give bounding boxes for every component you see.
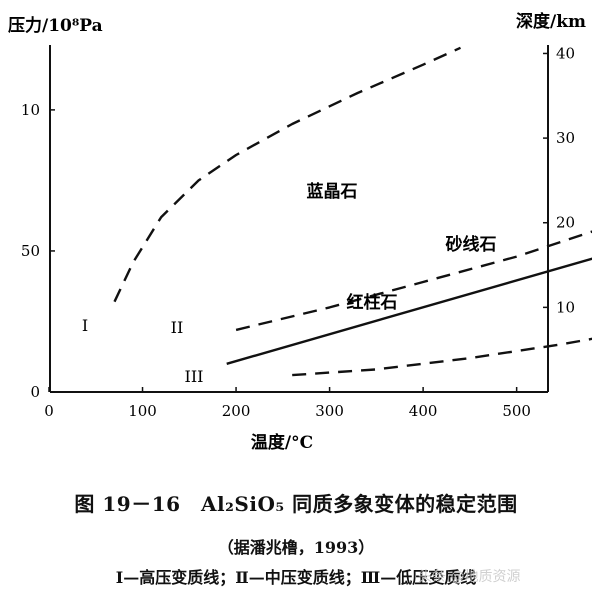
phase-diagram: 01002003004005006007008000501010203040 压…: [8, 11, 592, 453]
axes-frame: [48, 45, 549, 393]
x-tick-label: 200: [222, 402, 251, 420]
curve-label-1: I: [82, 316, 88, 335]
x-axis-label: 温度/°C: [251, 432, 313, 453]
x-tick-label: 300: [315, 402, 344, 420]
region-label-sillimanite: 砂线石: [446, 234, 497, 255]
curve-label-2: II: [171, 318, 184, 337]
y-left-tick-label: 10: [21, 101, 40, 119]
phase-boundary-3: [226, 257, 592, 365]
y-left-tick-label: 50: [21, 242, 40, 260]
curve-label-3: III: [185, 367, 204, 386]
y-left-tick-label: 0: [30, 383, 40, 401]
figure-caption: 图 19－16 Al₂SiO₅ 同质多象变体的稳定范围: [74, 492, 518, 516]
region-label-kyanite: 蓝晶石: [307, 182, 358, 202]
tick-labels: 01002003004005006007008000501010203040: [21, 44, 575, 420]
region-label-andalusite: 红柱石: [347, 292, 398, 313]
y-right-tick-label: 10: [556, 298, 575, 316]
y-left-label: 压力/10⁸Pa: [8, 15, 103, 36]
watermark: 头条 @地质资源: [418, 569, 521, 585]
y-right-label: 深度/km: [516, 11, 586, 32]
curves: [113, 46, 592, 377]
figure-source: （据潘兆橹，1993）: [217, 538, 375, 557]
x-tick-label: 100: [128, 402, 157, 420]
curve-II: [235, 230, 592, 332]
y-right-tick-label: 20: [556, 214, 575, 232]
x-tick-label: 500: [502, 402, 531, 420]
x-tick-label: 400: [409, 402, 438, 420]
curve-I: [113, 46, 461, 303]
y-right-tick-label: 30: [556, 129, 575, 147]
y-right-tick-label: 40: [556, 44, 575, 62]
figure-legend: Ⅰ—高压变质线；Ⅱ—中压变质线；Ⅲ—低压变质线: [115, 568, 477, 587]
x-tick-label: 0: [44, 402, 54, 420]
